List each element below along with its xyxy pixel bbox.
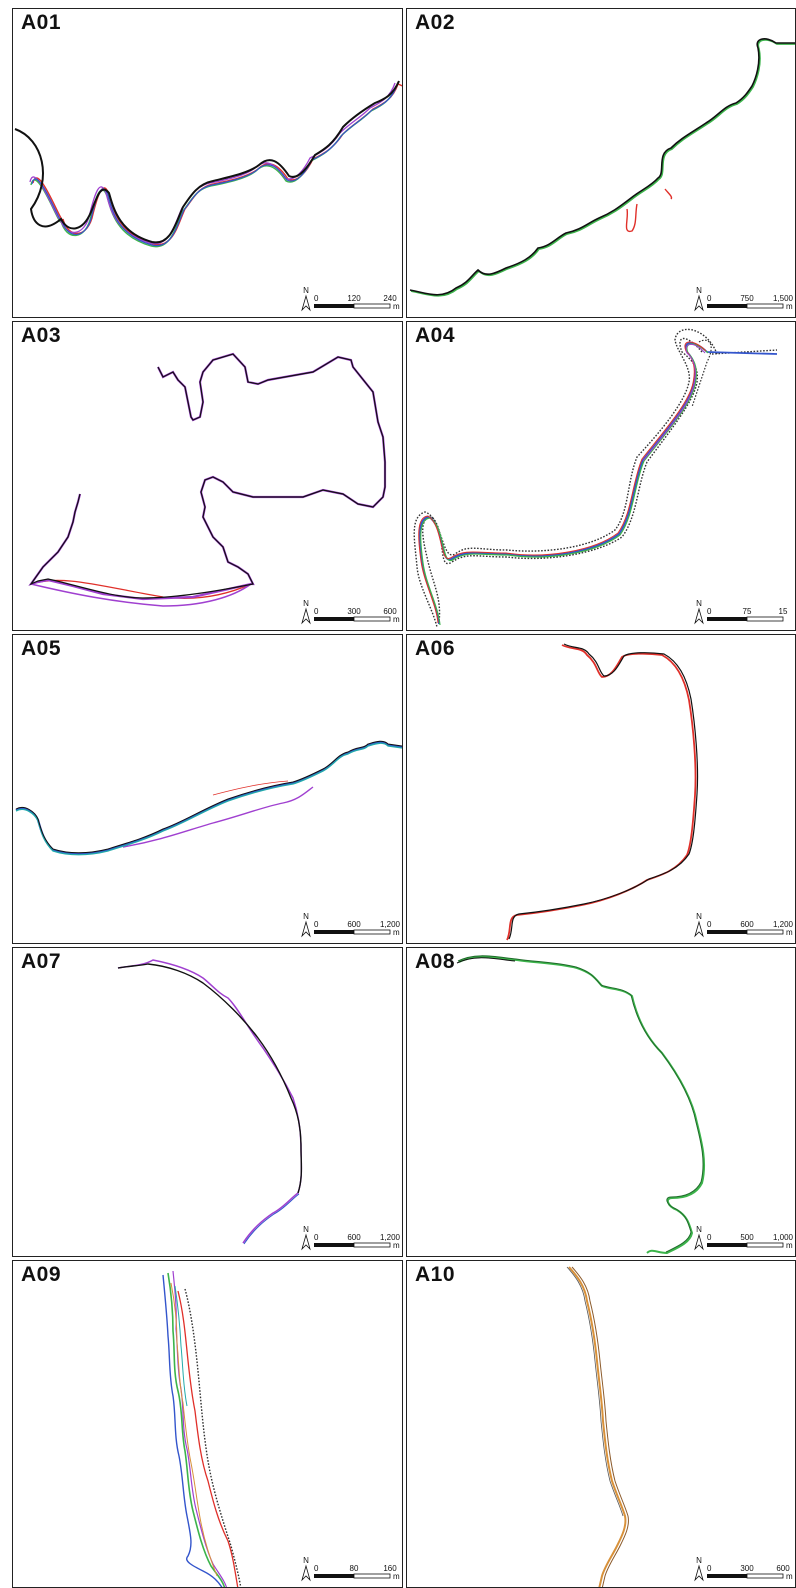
panel-label: A07 [21,950,62,973]
scale-bar: N 0 500 1,000 m [694,1225,794,1251]
panel-label: A05 [21,637,62,660]
scale-unit: m [786,1572,793,1581]
coastline-map [413,328,778,628]
scale-bar: N 0 600 1,200 m [301,1225,401,1251]
north-arrow-icon [301,1233,311,1251]
coastline-map [28,352,387,607]
scale-tick: 0 [314,294,319,303]
scale-tick: 0 [314,1233,319,1242]
map-panel-a07: A07 N 0 600 1,200 m [12,947,403,1257]
scale-tick: 160 [383,1564,397,1573]
scale-tick: 0 [707,920,712,929]
map-panel-a05: A05 N 0 600 1,200 m [12,634,403,944]
scale-bar: N 0 600 1,200 m [694,912,794,938]
coastline-map [162,1270,242,1587]
map-panel-a09: A09 N 0 80 160 m [12,1260,403,1588]
north-label: N [696,1225,702,1234]
scale-bar: N 0 75 15 [694,599,791,625]
north-arrow-icon [694,1564,704,1582]
scale-unit: m [393,1241,400,1250]
panel-label: A02 [415,11,456,34]
scale-tick: 0 [707,1564,712,1573]
scale-bar: N 0 600 1,200 m [301,912,401,938]
panel-label: A01 [21,11,62,34]
scale-unit: m [393,302,400,311]
map-panel-a01: A01 N 0 120 240 m [12,8,403,318]
north-label: N [303,1556,309,1565]
coastline-map [506,643,699,941]
coastline-map [409,38,795,297]
scale-bar: N 0 80 160 m [301,1556,400,1582]
scale-tick: 600 [776,1564,790,1573]
panel-label: A04 [415,324,456,347]
map-panel-a10: A10 N 0 300 600 m [406,1260,796,1588]
scale-tick: 750 [740,294,754,303]
scale-tick: 1,000 [773,1233,794,1242]
scale-tick: 300 [740,1564,754,1573]
scale-unit: m [786,1241,793,1250]
scale-tick: 0 [314,920,319,929]
coastline-map [15,740,402,856]
scale-tick: 15 [779,607,788,616]
scale-bar: N 0 300 600 m [694,1556,793,1582]
north-arrow-icon [301,1564,311,1582]
map-panel-a02: A02 N 0 750 1,500 m [406,8,796,318]
scale-unit: m [393,928,400,937]
map-panel-a04: A04 N 0 75 15 [406,321,796,631]
scale-tick: 600 [740,920,754,929]
scale-tick: 75 [743,607,752,616]
north-label: N [696,599,702,608]
scale-bar: N 0 300 600 m [301,599,400,625]
panel-label: A09 [21,1263,62,1286]
scale-tick: 0 [707,294,712,303]
north-arrow-icon [694,920,704,938]
scale-tick: 1,500 [773,294,794,303]
scale-tick: 0 [707,607,712,616]
scale-tick: 600 [347,920,361,929]
scale-bar: N 0 750 1,500 m [694,286,794,312]
scale-bar: N 0 120 240 m [301,286,400,312]
north-label: N [303,286,309,295]
north-arrow-icon [301,920,311,938]
panel-label: A10 [415,1263,456,1286]
scale-tick: 240 [383,294,397,303]
north-arrow-icon [694,1233,704,1251]
coastline-map [14,80,402,248]
north-arrow-icon [694,607,704,625]
map-panel-a06: A06 N 0 600 1,200 m [406,634,796,944]
north-arrow-icon [694,294,704,312]
scale-tick: 80 [350,1564,359,1573]
north-label: N [696,912,702,921]
scale-tick: 500 [740,1233,754,1242]
north-label: N [303,1225,309,1234]
north-arrow-icon [301,294,311,312]
scale-tick: 0 [314,607,319,616]
scale-tick: 120 [347,294,361,303]
scale-unit: m [786,302,793,311]
scale-tick: 0 [314,1564,319,1573]
north-label: N [696,286,702,295]
coastline-map [117,959,303,1245]
scale-tick: 1,200 [773,920,794,929]
map-panel-a03: A03 N 0 300 600 m [12,321,403,631]
panel-label: A06 [415,637,456,660]
north-arrow-icon [301,607,311,625]
coastline-map [456,955,706,1255]
scale-unit: m [393,1572,400,1581]
scale-unit: m [393,615,400,624]
scale-tick: 1,200 [380,920,401,929]
scale-tick: 600 [347,1233,361,1242]
scale-tick: 300 [347,607,361,616]
scale-tick: 600 [383,607,397,616]
coastline-map [566,1266,629,1587]
north-label: N [303,599,309,608]
panel-label: A08 [415,950,456,973]
scale-tick: 1,200 [380,1233,401,1242]
map-panel-a08: A08 N 0 500 1,000 m [406,947,796,1257]
scale-tick: 0 [707,1233,712,1242]
scale-unit: m [786,928,793,937]
panel-label: A03 [21,324,62,347]
north-label: N [303,912,309,921]
north-label: N [696,1556,702,1565]
